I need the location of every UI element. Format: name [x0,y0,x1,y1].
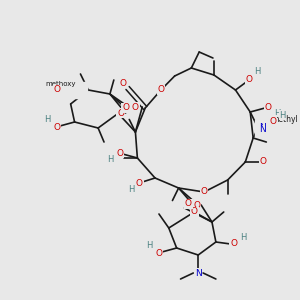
Text: O: O [117,109,124,118]
Text: O: O [191,208,198,217]
Text: H: H [254,68,260,76]
Text: O: O [116,148,123,158]
Text: O: O [269,118,276,127]
Bar [255,120,285,136]
Text: N: N [195,268,202,278]
Text: O: O [119,79,126,88]
Text: O: O [201,188,208,196]
Text: H: H [128,185,135,194]
Text: methyl: methyl [271,116,298,124]
Text: N: N [195,268,202,278]
Text: O: O [260,158,266,166]
Text: O: O [155,248,163,257]
Text: methoxy: methoxy [46,81,76,87]
Text: O: O [191,208,198,217]
Text: H: H [274,110,281,118]
Text: O: O [264,103,272,112]
Text: N: N [260,125,266,134]
Text: O: O [185,200,192,208]
Text: O: O [132,103,139,112]
Text: H: H [240,233,247,242]
Text: O: O [158,85,164,94]
Text: H: H [279,110,286,119]
Text: H: H [107,155,113,164]
Text: O: O [122,103,129,112]
Text: N: N [260,124,266,133]
Text: H: H [44,116,50,124]
Text: O: O [246,76,253,85]
Text: O: O [69,82,76,91]
Text: H: H [146,242,152,250]
Text: O: O [194,200,201,209]
Text: O: O [53,122,60,131]
Bar [43,82,87,98]
Text: O: O [53,85,60,94]
Text: O: O [122,103,129,112]
Text: O: O [136,178,143,188]
Text: O: O [230,239,237,248]
